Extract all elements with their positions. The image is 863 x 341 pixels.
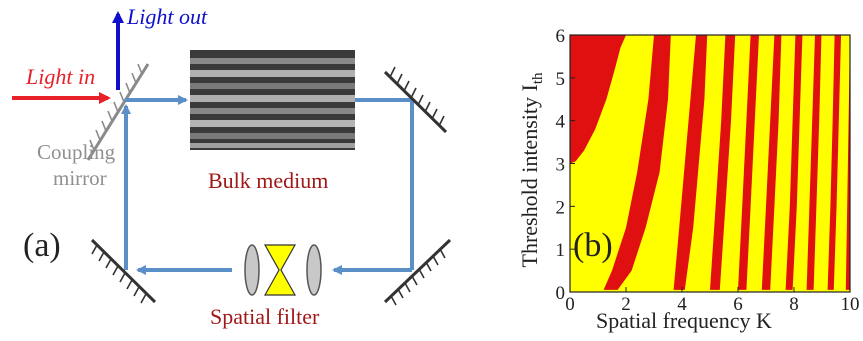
bulk-medium-block (190, 50, 355, 150)
region-band-1 (603, 35, 671, 290)
light-out-label: Light out (127, 4, 208, 29)
mirror-top-right (383, 66, 448, 134)
coupling-mirror-label-line1: Coupling (37, 140, 116, 164)
threshold-chart: 0 2 4 6 8 10 0 1 2 3 4 5 6 (b) Spatial frequency K T… (500, 0, 863, 336)
region-band-3 (710, 35, 736, 290)
plot-background (570, 35, 850, 292)
chart-panel-label-b: (b) (573, 227, 613, 264)
spatial-filter-label: Spatial filter (210, 304, 320, 329)
region-band-9 (845, 35, 850, 290)
coupling-mirror-label-line2: mirror (53, 166, 107, 190)
y-tick-label: 4 (556, 112, 566, 133)
mirror-bottom-left (90, 238, 157, 304)
y-axis-label-sub: th (530, 72, 547, 85)
light-in-label: Light in (26, 64, 96, 89)
y-tick-label: 1 (556, 240, 566, 261)
region-band-5 (761, 35, 782, 290)
region-band-8 (827, 35, 842, 290)
panel-label-a: (a) (23, 227, 61, 264)
spatial-filter-assembly (244, 244, 322, 296)
mirror-bottom-right (383, 238, 452, 306)
cavity-diagram-svg (12, 11, 452, 306)
region-top-left-region (570, 35, 626, 164)
x-tick-label: 6 (733, 294, 743, 315)
x-axis-label: Spatial frequency K (596, 308, 772, 333)
threshold-chart-svg: 0 2 4 6 8 10 0 1 2 3 4 5 6 (556, 26, 860, 315)
cavity-diagram: Light in Light out Coupling mirror Bulk … (12, 4, 452, 329)
x-tick-label: 0 (565, 294, 575, 315)
region-band-7 (806, 35, 822, 290)
bulk-medium-label: Bulk medium (208, 168, 329, 193)
region-band-4 (738, 35, 759, 290)
x-tick-label: 4 (677, 294, 687, 315)
beam-path (121, 95, 414, 275)
y-tick-label: 0 (556, 283, 566, 304)
filter-cone (263, 244, 297, 296)
y-tick-label: 3 (556, 155, 566, 176)
x-tick-label: 2 (621, 294, 631, 315)
x-tick-label: 10 (841, 294, 860, 315)
region-band-6 (785, 35, 803, 290)
region-band-2 (673, 35, 708, 290)
x-tick-label: 8 (789, 294, 799, 315)
lens-right (306, 244, 322, 296)
y-tick-label: 6 (556, 26, 566, 47)
coupling-mirror (86, 63, 150, 161)
y-tick-label: 2 (556, 197, 566, 218)
y-tick-label: 5 (556, 69, 566, 90)
y-axis-label-main: Threshold intensity I (516, 84, 542, 268)
lens-left (244, 244, 260, 296)
regions-group (570, 35, 850, 290)
